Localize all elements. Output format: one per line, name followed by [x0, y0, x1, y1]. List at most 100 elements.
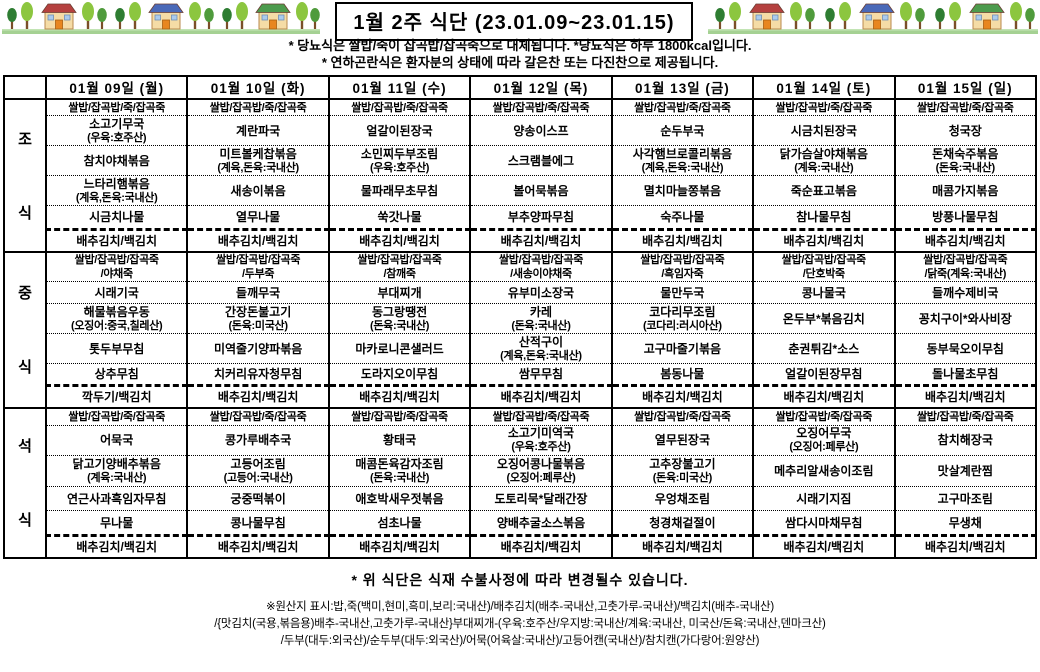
- menu-item: 양배추굴소스볶음: [496, 515, 586, 530]
- menu-cell-breakfast-day6-row3: 매콤가지볶음: [893, 175, 1038, 206]
- menu-item: 코다리무조림: [649, 304, 716, 319]
- menu-cell-lunch-day1-row5: 배추김치/백김치: [186, 384, 330, 408]
- meal-label-char: 조: [18, 130, 32, 148]
- menu-item: 톳두부무침: [89, 341, 145, 356]
- menu-item: 배추김치/백김치: [500, 390, 582, 405]
- menu-item: 배추김치/백김치: [76, 539, 158, 554]
- menu-cell-lunch-day0-row0: 쌀밥/잡곡밥/잡곡죽/야채죽: [44, 250, 189, 282]
- menu-item: 우엉채조림: [654, 491, 710, 506]
- origin-info-line: /두부(대두:외국산)/순두부(대두:외국산)/어묵(어육살:국내산)/고등어캔…: [280, 635, 760, 648]
- menu-item: 동그랑땡전: [371, 304, 428, 319]
- origin-note: (코다리:러시아산): [642, 319, 722, 332]
- banner: 1월 2주 식단 (23.01.09~23.01.15): [0, 0, 1040, 41]
- menu-item: 맛살계란찜: [937, 464, 993, 479]
- menu-cell-lunch-day3-row0: 쌀밥/잡곡밥/잡곡죽/새송이야채죽: [469, 250, 613, 282]
- corner-cell: [3, 75, 47, 100]
- menu-item: 얼갈이된장국: [366, 123, 433, 138]
- origin-note: (계육:국내산): [794, 161, 854, 174]
- origin-note: (돈육:미국산): [652, 472, 713, 485]
- dysphagia-note: * 연하곤란식은 환자분의 상태에 따라 갈은찬 또는 다진찬으로 제공됩니다.: [321, 54, 719, 70]
- diabetic-note: * 당뇨식은 쌀밥/죽이 잡곡밥/잡곡죽으로 대체됩니다. *당뇨식은 하루 1…: [288, 38, 752, 53]
- menu-item: 무나물: [100, 515, 134, 530]
- trees-houses-decoration-left: [2, 1, 320, 37]
- menu-item: 연근사과흑임자무침: [67, 491, 167, 506]
- menu-cell-dinner-day5-row2: 메추리알새송이조림: [752, 455, 896, 487]
- menu-item: 들깨수제비국: [932, 285, 999, 300]
- menu-cell-breakfast-day2-row2: 소민찌두부조림 (우육:호주산): [327, 145, 472, 176]
- menu-cell-breakfast-day0-row1: 소고기무국 (우육:호주산): [44, 115, 189, 146]
- menu-cell-lunch-day5-row2: 온두부*볶음김치: [752, 303, 896, 334]
- menu-item: 시금치된장국: [790, 123, 857, 138]
- menu-item: 쌈무무침: [518, 367, 564, 382]
- origin-note: (돈육:국내산): [511, 319, 571, 332]
- menu-item: 소고기무국: [89, 116, 145, 131]
- origin-info-line: /{맛김치(국용,볶음용)배추-국내산,고춧가루-국내산}부대찌개-(우육:호주…: [214, 618, 826, 631]
- menu-item: 숙주나물: [660, 210, 705, 225]
- menu-cell-breakfast-day2-row1: 얼갈이된장국: [327, 115, 472, 146]
- day-header-3: 01월 12일 (목): [469, 75, 613, 100]
- menu-cell-lunch-day3-row4: 쌈무무침: [469, 363, 613, 386]
- menu-cell-lunch-day2-row4: 도라지오이무침: [327, 363, 472, 386]
- menu-cell-breakfast-day5-row2: 닭가슴살야채볶음 (계육:국내산): [752, 145, 896, 176]
- menu-item: 배추김치/백김치: [642, 539, 723, 554]
- menu-cell-dinner-day6-row5: 배추김치/백김치: [893, 533, 1038, 558]
- menu-cell-breakfast-day4-row0: 쌀밥/잡곡밥/죽/잡곡죽: [610, 97, 755, 116]
- menu-item: 쌀밥/잡곡밥/죽/잡곡죽: [634, 101, 731, 114]
- menu-cell-breakfast-day6-row5: 배추김치/백김치: [893, 228, 1038, 252]
- menu-item: 배추김치/백김치: [783, 390, 865, 405]
- menu-cell-dinner-day0-row5: 배추김치/백김치: [44, 533, 189, 558]
- menu-cell-breakfast-day1-row2: 미트볼케찹볶음 (계육,돈육:국내산): [186, 145, 330, 176]
- menu-cell-breakfast-day2-row0: 쌀밥/잡곡밥/죽/잡곡죽: [327, 97, 472, 116]
- menu-cell-lunch-day6-row1: 들깨수제비국: [893, 281, 1038, 304]
- menu-cell-lunch-day1-row3: 미역줄기양파볶음: [186, 333, 330, 364]
- menu-item: 배추김치/백김치: [783, 539, 865, 554]
- menu-item: 쌀밥/잡곡밥/죽/잡곡죽: [209, 101, 307, 114]
- menu-item: 쌀밥/잡곡밥/죽/잡곡죽: [209, 410, 307, 423]
- origin-note: (우육:호주산): [87, 131, 147, 144]
- menu-cell-dinner-day6-row2: 맛살계란찜: [893, 455, 1038, 487]
- menu-cell-dinner-day5-row4: 쌈다시마채무침: [752, 510, 896, 536]
- menu-item: 무생채: [948, 515, 982, 530]
- menu-item: 스크램블에그: [507, 153, 575, 168]
- menu-cell-breakfast-day1-row3: 새송이볶음: [186, 175, 330, 206]
- menu-cell-breakfast-day5-row4: 참나물무침: [752, 205, 896, 230]
- menu-item: 양송이스프: [513, 123, 569, 138]
- menu-cell-lunch-day5-row0: 쌀밥/잡곡밥/잡곡죽/단호박죽: [752, 250, 896, 282]
- menu-cell-lunch-day2-row2: 동그랑땡전 (돈육:국내산): [327, 303, 472, 334]
- menu-cell-dinner-day6-row1: 참치해장국: [893, 424, 1038, 456]
- origin-note: /흑임자죽: [661, 268, 704, 281]
- menu-cell-lunch-day6-row3: 동부묵오이무침: [893, 333, 1038, 364]
- menu-item: 메추리알새송이조림: [774, 464, 874, 479]
- menu-item: 쌀밥/잡곡밥/죽/잡곡죽: [68, 101, 166, 114]
- menu-item: 쌈다시마채무침: [785, 515, 863, 530]
- menu-item: 돈채숙주볶음: [932, 146, 999, 161]
- menu-item: 황태국: [382, 433, 417, 448]
- menu-item: 고구마조림: [937, 491, 993, 506]
- meal-label-char: 중: [18, 285, 32, 303]
- menu-cell-dinner-day3-row2: 오징어콩나물볶음 (오징어:페루산): [469, 455, 613, 487]
- menu-cell-breakfast-day3-row5: 배추김치/백김치: [469, 228, 613, 252]
- menu-item: 새송이볶음: [230, 183, 286, 198]
- origin-note: (돈육:미국산): [228, 319, 289, 332]
- menu-item: 배추김치/백김치: [359, 390, 440, 405]
- menu-item: 콩가루배추국: [225, 433, 292, 448]
- menu-cell-dinner-day2-row5: 배추김치/백김치: [327, 533, 472, 558]
- origin-note: (오징어:페루산): [789, 441, 859, 454]
- menu-item: 소민찌두부조림: [360, 146, 439, 161]
- menu-item: 들깨무국: [236, 285, 281, 300]
- menu-cell-breakfast-day3-row1: 양송이스프: [469, 115, 613, 146]
- menu-item: 미역줄기양파볶음: [213, 341, 303, 356]
- menu-item: 청경채겉절이: [649, 515, 716, 530]
- menu-cell-breakfast-day1-row0: 쌀밥/잡곡밥/죽/잡곡죽: [186, 97, 330, 116]
- day-header-2: 01월 11일 (수): [327, 75, 472, 100]
- menu-item: 계란파국: [236, 123, 281, 138]
- menu-cell-dinner-day3-row0: 쌀밥/잡곡밥/죽/잡곡죽: [469, 406, 613, 426]
- origin-note: (돈육:국내산): [369, 472, 430, 485]
- menu-cell-breakfast-day0-row4: 시금치나물: [44, 205, 189, 230]
- menu-item: 쌀밥/잡곡밥/죽/잡곡죽: [634, 410, 731, 423]
- menu-cell-dinner-day4-row3: 우엉채조림: [610, 485, 755, 511]
- menu-item: 참치야채볶음: [83, 153, 150, 168]
- menu-cell-lunch-day6-row5: 배추김치/백김치: [893, 384, 1038, 408]
- menu-item: 배추김치/백김치: [642, 234, 723, 249]
- menu-item: 쌀밥/잡곡밥/잡곡죽: [923, 254, 1008, 267]
